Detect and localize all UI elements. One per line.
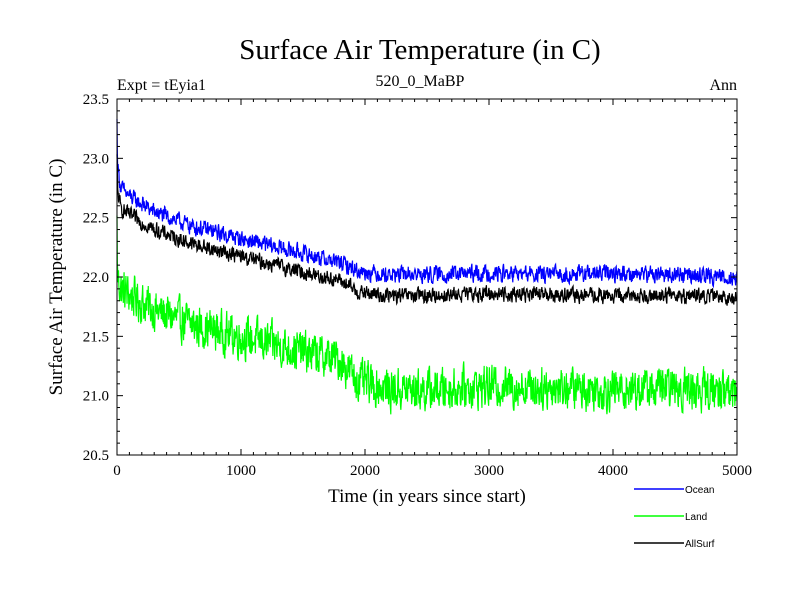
season-label: Ann (709, 77, 737, 94)
y-tick-label: 22.5 (83, 211, 109, 227)
legend-label-allsurf: AllSurf (685, 539, 715, 550)
series-line-ocean (116, 118, 738, 289)
x-tick-label: 3000 (474, 463, 504, 479)
chart-title: Surface Air Temperature (in C) (239, 34, 600, 66)
x-axis-label: Time (in years since start) (328, 486, 526, 507)
period-label: 520_0_MaBP (376, 73, 465, 90)
plot-area (116, 118, 738, 415)
y-tick-label: 23.0 (83, 151, 109, 167)
y-tick-label: 22.0 (83, 270, 109, 286)
series-line-allsurf (116, 154, 738, 306)
x-tick-label: 4000 (598, 463, 628, 479)
legend: Ocean Land AllSurf (634, 485, 715, 550)
series-line-land (116, 215, 738, 415)
x-tick-label: 0 (113, 463, 121, 479)
y-tick-label: 21.5 (83, 329, 109, 345)
legend-label-ocean: Ocean (685, 485, 714, 496)
experiment-label: Expt = tEyia1 (117, 77, 206, 94)
y-tick-label: 23.5 (83, 92, 109, 108)
x-axis: 0 1000 2000 3000 4000 5000 (113, 99, 752, 479)
y-axis-label: Surface Air Temperature (in C) (46, 159, 67, 396)
legend-label-land: Land (685, 512, 707, 523)
x-tick-label: 5000 (722, 463, 752, 479)
y-axis: 20.5 21.0 21.5 22.0 22.5 23.0 23.5 (83, 92, 737, 464)
x-tick-label: 2000 (350, 463, 380, 479)
x-tick-label: 1000 (226, 463, 256, 479)
y-tick-label: 21.0 (83, 389, 109, 405)
y-tick-label: 20.5 (83, 448, 109, 464)
